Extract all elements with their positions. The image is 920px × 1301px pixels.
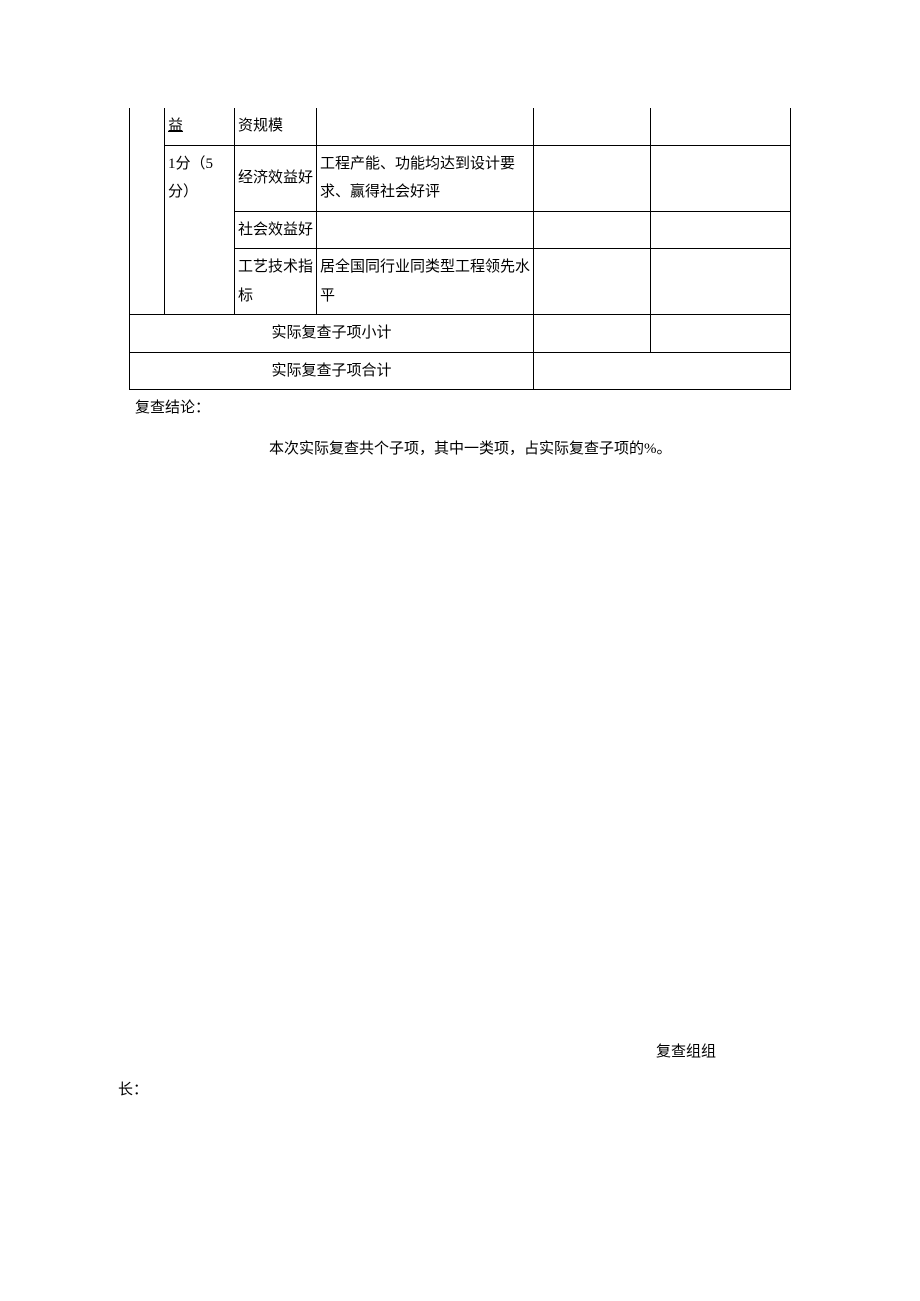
- subtotal-row: 实际复查子项小计: [130, 315, 791, 353]
- conclusion-label: 复查结论：: [135, 396, 791, 417]
- cell-blank-left: [130, 108, 165, 315]
- conclusion-text: 本次实际复查共个子项，其中一类项，占实际复查子项的%。: [269, 437, 791, 458]
- cell-points: 1分（5分）: [165, 145, 235, 315]
- cell-score1: [534, 145, 651, 211]
- reviewer-right: 复查组组: [656, 1040, 716, 1061]
- table-row: 益 资规模: [130, 108, 791, 145]
- review-table: 益 资规模 1分（5分） 经济效益好 工程产能、功能均达到设计要求、赢得社会好评…: [129, 108, 791, 390]
- cell-score2: [651, 249, 791, 315]
- cell-desc: [317, 211, 534, 249]
- subtotal-score2: [651, 315, 791, 353]
- underline-text: 益: [168, 118, 183, 134]
- table-row: 1分（5分） 经济效益好 工程产能、功能均达到设计要求、赢得社会好评: [130, 145, 791, 211]
- cell-item: 资规模: [235, 108, 317, 145]
- total-row: 实际复查子项合计: [130, 352, 791, 390]
- cell-item: 社会效益好: [235, 211, 317, 249]
- total-rest: [534, 352, 791, 390]
- cell-score2: [651, 211, 791, 249]
- cell-item: 工艺技术指标: [235, 249, 317, 315]
- cell-desc: 工程产能、功能均达到设计要求、赢得社会好评: [317, 145, 534, 211]
- subtotal-label: 实际复查子项小计: [130, 315, 534, 353]
- cell-desc: 居全国同行业同类型工程领先水平: [317, 249, 534, 315]
- cell-item: 经济效益好: [235, 145, 317, 211]
- reviewer-left: 长：: [118, 1078, 148, 1099]
- page-container: 益 资规模 1分（5分） 经济效益好 工程产能、功能均达到设计要求、赢得社会好评…: [0, 0, 920, 458]
- cell-category: 益: [165, 108, 235, 145]
- cell-score1: [534, 249, 651, 315]
- cell-score1: [534, 108, 651, 145]
- cell-desc: [317, 108, 534, 145]
- total-label: 实际复查子项合计: [130, 352, 534, 390]
- cell-score1: [534, 211, 651, 249]
- cell-score2: [651, 145, 791, 211]
- subtotal-score1: [534, 315, 651, 353]
- cell-score2: [651, 108, 791, 145]
